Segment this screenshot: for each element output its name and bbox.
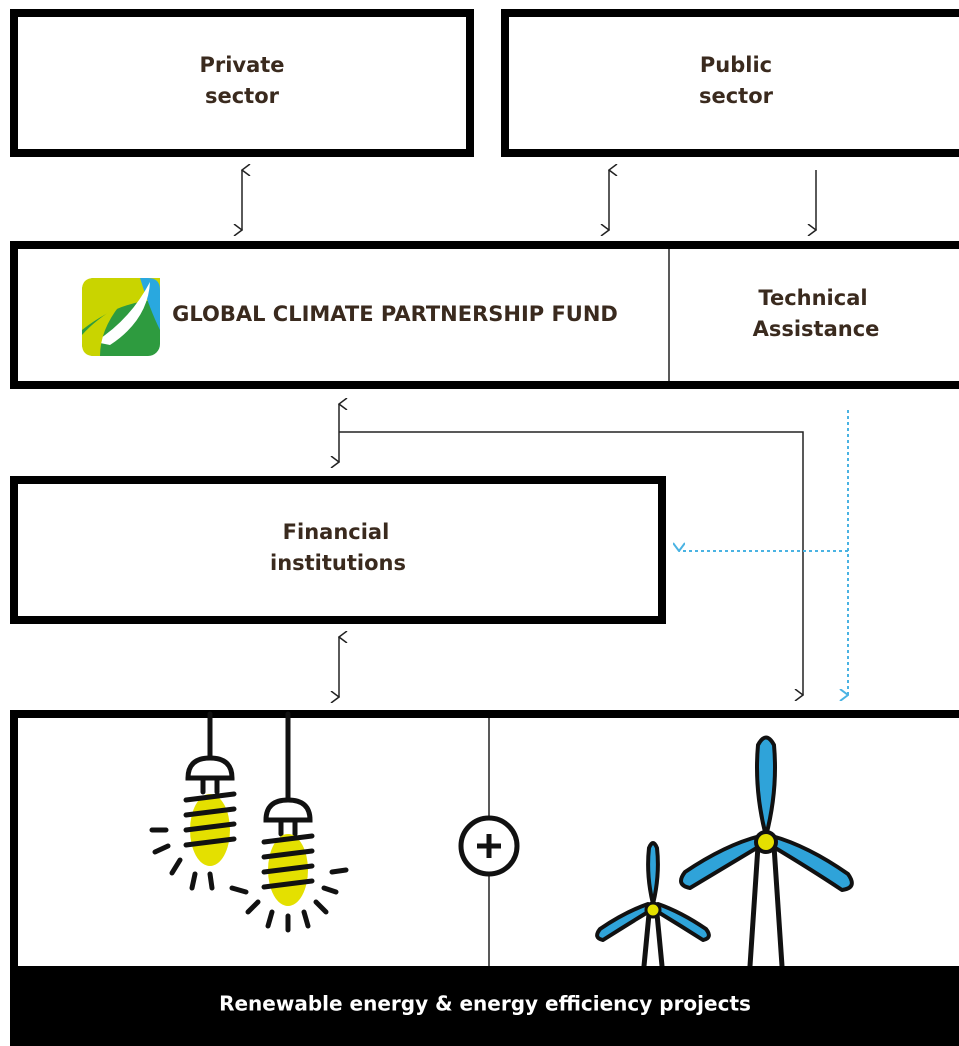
label: Public <box>700 53 772 77</box>
footer-band <box>10 966 959 1046</box>
plus-icon <box>477 834 501 858</box>
wind-turbine-icon <box>679 735 854 969</box>
financial-box <box>10 476 666 624</box>
label: Assistance <box>753 317 880 341</box>
bulb-icon <box>149 711 237 891</box>
private-sector-box <box>10 9 474 157</box>
label: Private <box>199 53 284 77</box>
arrow <box>339 431 803 695</box>
label: Technical <box>758 286 867 310</box>
label: sector <box>699 84 774 108</box>
label: sector <box>205 84 280 108</box>
logo <box>82 278 160 356</box>
label: Financial <box>283 520 390 544</box>
label: institutions <box>270 551 406 575</box>
public-sector-box <box>501 9 959 157</box>
fund-name: GLOBAL CLIMATE PARTNERSHIP FUND <box>172 302 618 326</box>
wind-turbine-icon <box>595 841 711 969</box>
bulb-icon <box>229 711 349 933</box>
projects-label: Renewable energy & energy efficiency pro… <box>219 992 751 1016</box>
fund-box <box>10 241 959 389</box>
